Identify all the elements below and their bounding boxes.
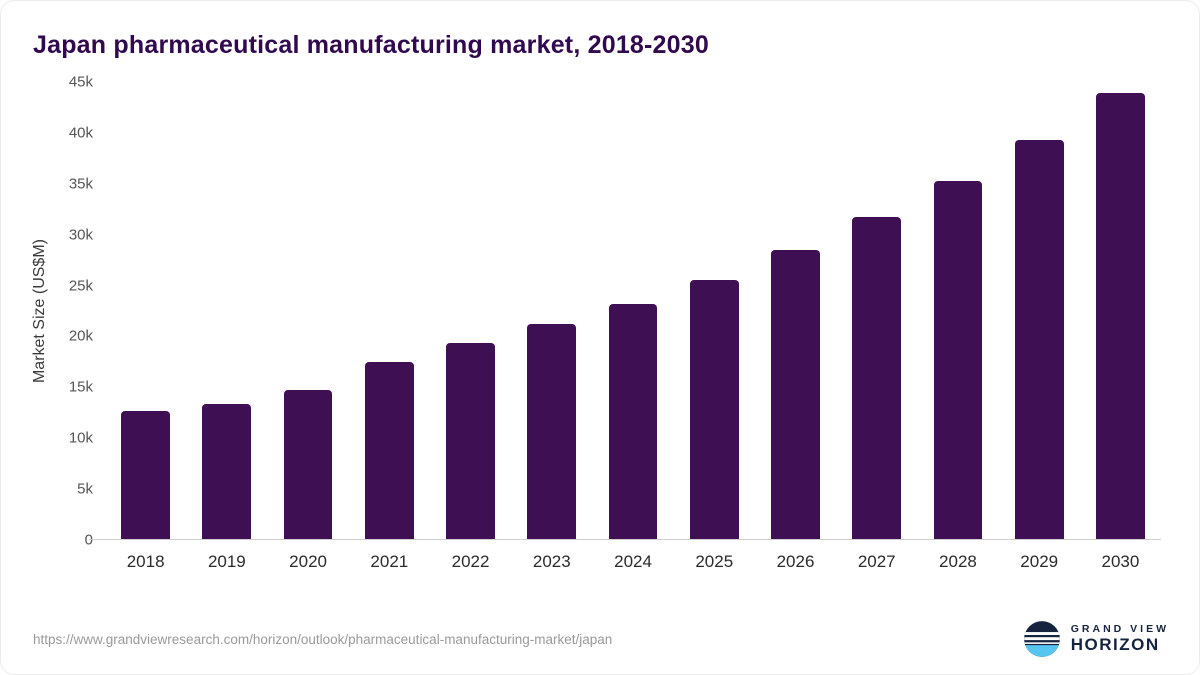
bar-2023 [527,324,577,540]
grand-view-horizon-logo: GRAND VIEW HORIZON [1023,620,1169,658]
y-tick-label: 45k [68,73,93,91]
footer: https://www.grandviewresearch.com/horizo… [33,620,1169,658]
bar-column [186,82,267,540]
bar-column [592,82,673,540]
x-tick-label: 2019 [207,552,246,571]
y-tick-label: 5k [77,480,93,498]
plot-area: 2018 2019 2020 2021 2022 2023 2024 2025 2026 2027… [89,82,1161,572]
horizon-logo-icon [1023,621,1060,657]
bar-column [836,82,917,540]
bar-2018 [121,410,170,540]
chart-title: Japan pharmaceutical manufacturing marke… [33,31,709,59]
bar-2028 [933,180,983,540]
x-tick-label: 2030 [1101,552,1140,571]
x-axis-line [89,539,1161,540]
logo-text: GRAND VIEW HORIZON [1071,623,1169,655]
bar-2029 [1014,140,1064,540]
y-tick-label: 30k [68,226,93,244]
bar-column [349,82,430,540]
y-axis-label: Market Size (US$M) [31,238,48,384]
logo-line1: GRAND VIEW [1070,623,1169,636]
x-tick-label: 2018 [126,552,165,571]
x-axis-labels: 2018 2019 2020 2021 2022 2023 2024 2025 2026 2027… [105,552,1161,572]
logo-line2: HORIZON [1070,635,1160,655]
x-tick-label: 2020 [289,552,327,571]
x-tick-label: 2022 [451,552,490,571]
y-axis-ticks: 0 5k 10k 15k 20k 25k 30k 35k 40k 45k [55,74,105,549]
bar-column [674,82,755,540]
bar-column [267,82,348,540]
bar-chart: Market Size (US$M) 0 5k 10k 15k 20k 25k 30k 35k… [25,74,1161,572]
x-tick-label: 2028 [939,552,977,571]
y-tick-label: 10k [68,429,93,447]
bar-2020 [283,390,333,540]
x-tick-label: 2027 [857,552,896,571]
x-tick-label: 2023 [532,552,571,571]
bar-column [511,82,592,540]
y-tick-label: 20k [68,327,93,345]
y-tick-label: 25k [68,277,93,295]
y-tick-label: 40k [68,124,93,142]
x-tick-label: 2026 [776,552,815,571]
x-tick-label: 2025 [695,552,734,571]
x-tick-label: 2024 [614,552,652,571]
x-tick-label: 2029 [1020,552,1059,571]
bar-2022 [446,342,495,540]
bar-2021 [364,361,414,540]
bar-column [755,82,836,540]
bar-2026 [771,249,820,540]
bar-column [1080,82,1161,540]
y-axis-label-column: Market Size (US$M) [25,82,55,540]
y-tick-label: 35k [68,175,93,193]
y-tick-label: 0 [84,531,93,549]
bar-2024 [608,303,658,540]
bar-column [430,82,511,540]
bar-2030 [1096,93,1145,540]
bars-region [105,82,1161,540]
bar-column [105,82,186,540]
bar-column [999,82,1080,540]
bar-column [917,82,998,540]
x-tick-label: 2021 [370,552,409,571]
bar-2027 [852,217,902,540]
bar-2025 [689,280,739,540]
source-url: https://www.grandviewresearch.com/horizo… [33,631,613,647]
y-tick-label: 15k [68,378,93,396]
bar-2019 [202,403,252,540]
